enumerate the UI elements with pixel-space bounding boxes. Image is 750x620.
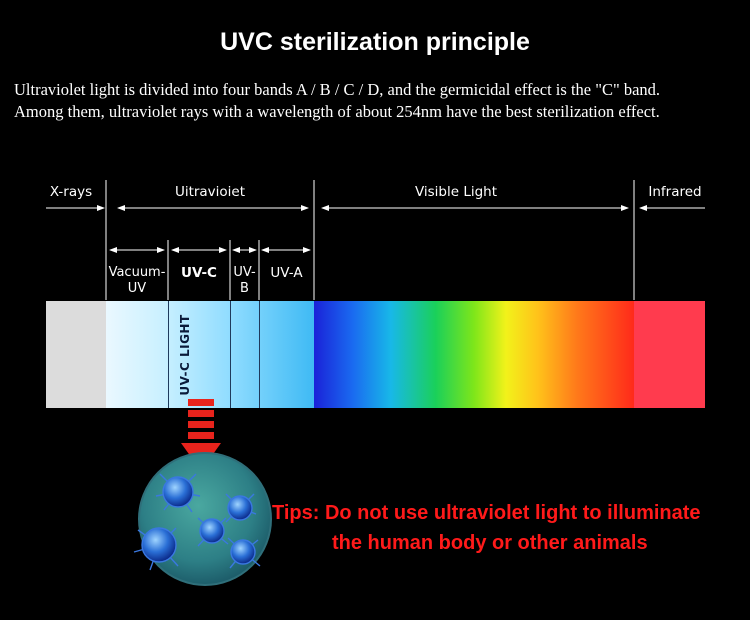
uvb-label: UV- B [230,265,259,297]
uv-segment [106,301,314,408]
visible-light-label: Visible Light [414,184,498,200]
vacuum-uv-label: Vacuum- UV [106,265,168,297]
uvb-line-1: UV- [233,265,256,280]
page-title: UVC sterilization principle [220,28,530,56]
tips-line-1: Tips: Do not use ultraviolet light to il… [272,502,701,524]
infrared-label: Infrared [648,184,702,200]
germ-sphere [138,452,272,586]
tips-line-2: the human body or other animals [332,532,648,554]
visible-segment [314,301,634,408]
description-line-2: Among them, ultraviolet rays with a wave… [14,102,660,121]
ultraviolet-label: Uitravioiet [174,184,246,200]
vacuum-uv-line-2: UV [127,281,147,296]
tips-warning: Tips: Do not use ultraviolet light to il… [272,498,701,558]
uvc-label: UV-C [181,265,217,281]
infrared-segment [634,301,705,408]
description-line-1: Ultraviolet light is divided into four b… [14,80,661,99]
uvb-line-2: B [240,281,249,296]
xrays-label: X-rays [49,184,93,200]
uva-label: UV-A [270,265,303,281]
uv-divider-2 [230,301,231,408]
vacuum-uv-line-1: Vacuum- [108,265,166,280]
germ-particles [133,473,261,571]
uv-divider-3 [259,301,260,408]
xray-segment [46,301,106,408]
uv-divider-1 [168,301,169,408]
spectrum-bar [46,301,705,408]
